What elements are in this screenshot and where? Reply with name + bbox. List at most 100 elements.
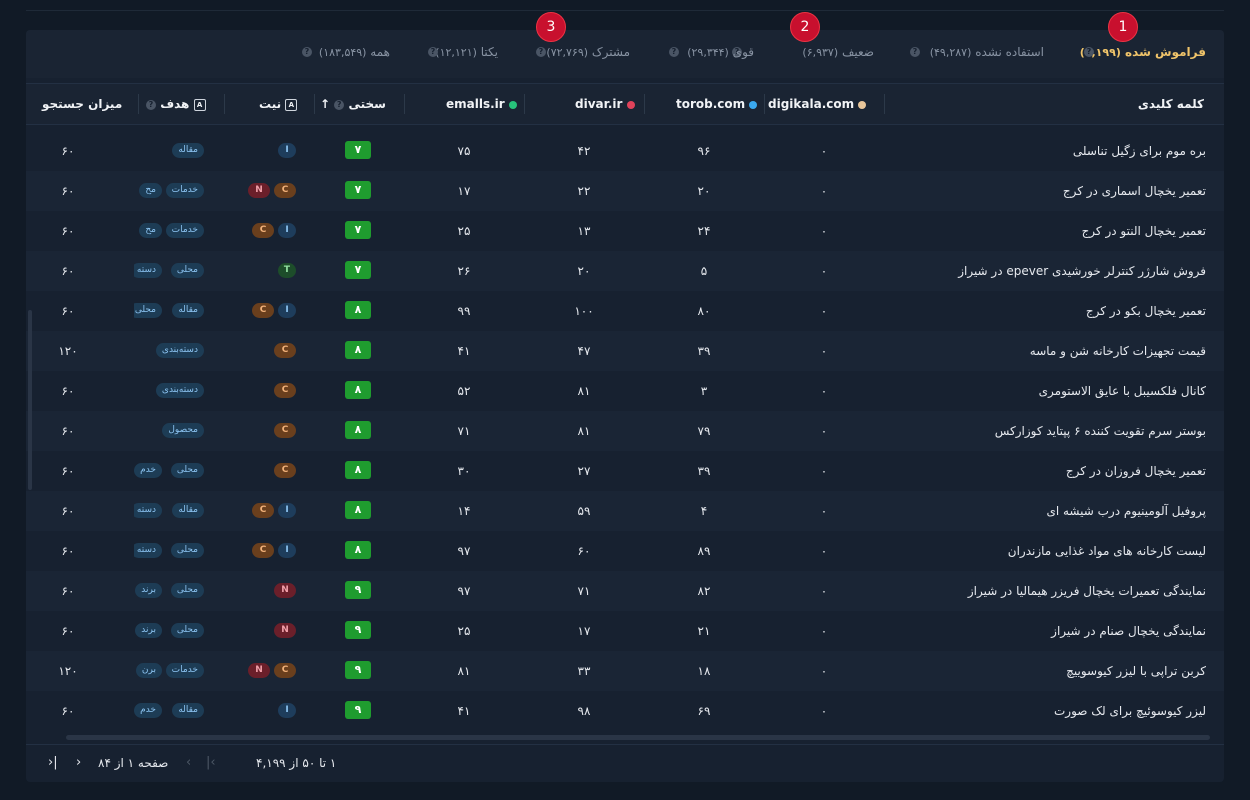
- tab-4[interactable]: مشترک (۷۲,۷۶۹): [546, 45, 630, 59]
- help-icon[interactable]: ?: [669, 47, 679, 57]
- keyword-cell[interactable]: کربن تراپی با لیزر کیوسوییچ: [1066, 664, 1206, 678]
- difficulty-badge: ۹: [345, 581, 371, 599]
- keyword-cell[interactable]: لیست کارخانه های مواد غذایی مازندران: [1007, 544, 1206, 558]
- column-volume[interactable]: میزان جستجو: [42, 97, 122, 111]
- column-separator: [224, 94, 225, 114]
- intent-filter-icon[interactable]: A: [285, 98, 298, 111]
- sort-asc-icon[interactable]: ↑: [320, 97, 331, 111]
- column-keyword[interactable]: کلمه کلیدی: [1138, 97, 1204, 111]
- page-label: صفحه ۱ از ۸۴: [98, 756, 169, 770]
- column-emalls[interactable]: emalls.ir: [446, 97, 517, 111]
- first-page-icon[interactable]: |‹: [206, 755, 216, 770]
- last-page-icon[interactable]: ›|: [48, 755, 58, 770]
- keyword-cell[interactable]: تعمیر یخچال اسماری در کرج: [1062, 184, 1206, 198]
- keyword-cell[interactable]: قیمت تجهیزات کارخانه شن و ماسه: [1029, 344, 1206, 358]
- goal-pill: مح: [139, 223, 162, 238]
- torob-rank: ۱۸: [697, 664, 711, 678]
- keyword-cell[interactable]: بوستر سرم تقویت کننده ۶ پپتاید کوزارکس: [994, 424, 1206, 438]
- emalls-rank: ۱۷: [457, 184, 471, 198]
- help-icon[interactable]: ?: [146, 99, 156, 110]
- tab-count: (۴۹,۲۸۷): [929, 46, 972, 59]
- keyword-cell[interactable]: نمایندگی تعمیرات یخچال فریزر هیمالیا در …: [967, 584, 1206, 598]
- annotation-badge: 1: [1108, 12, 1138, 42]
- keyword-cell[interactable]: تعمیر یخچال النتو در کرج: [1081, 224, 1206, 238]
- search-volume: ۶۰: [61, 504, 75, 518]
- digikala-rank: ۰: [820, 544, 828, 558]
- table-row[interactable]: پروفیل آلومینیوم درب شیشه ای ۰ ۴ ۵۹ ۱۴ ۸ I C مقا…: [26, 491, 1224, 532]
- emalls-rank: ۹۹: [457, 304, 471, 318]
- help-icon[interactable]: ?: [1084, 47, 1094, 57]
- help-icon[interactable]: ?: [302, 47, 312, 57]
- torob-rank: ۸۰: [697, 304, 711, 318]
- tab-2[interactable]: ضعیف (۶,۹۳۷): [802, 45, 874, 59]
- keyword-cell[interactable]: تعمیر یخچال بکو در کرج: [1085, 304, 1206, 318]
- goal-filter-icon[interactable]: A: [193, 98, 206, 111]
- table-row[interactable]: بره موم برای زگیل تناسلی ۰ ۹۶ ۴۲ ۷۵ ۷ I مقاله ۶۰: [26, 131, 1224, 172]
- tab-5[interactable]: یکتا (۱۲,۱۲۱): [435, 45, 498, 59]
- keyword-cell[interactable]: لیزر کیوسوئیچ برای لک صورت: [1053, 704, 1206, 718]
- emalls-dot-icon: [508, 100, 517, 109]
- keyword-cell[interactable]: فروش شارژر کنترلر خورشیدی epever در شیرا…: [958, 264, 1206, 278]
- horizontal-scrollbar[interactable]: [66, 735, 1210, 740]
- column-divar[interactable]: divar.ir: [575, 97, 635, 111]
- emalls-rank: ۹۷: [457, 584, 471, 598]
- digikala-rank: ۰: [820, 264, 828, 278]
- table-row[interactable]: تعمیر یخچال اسماری در کرج ۰ ۲۰ ۲۲ ۱۷ ۷ C N خدمات…: [26, 171, 1224, 212]
- digikala-rank: ۰: [820, 624, 828, 638]
- table-row[interactable]: نمایندگی تعمیرات یخچال فریزر هیمالیا در …: [26, 571, 1224, 612]
- help-icon[interactable]: ?: [732, 47, 742, 57]
- tab-6[interactable]: همه (۱۸۳,۵۴۹): [319, 45, 390, 59]
- tab-count: (۶,۹۳۷): [802, 46, 839, 59]
- table-row[interactable]: کربن تراپی با لیزر کیوسوییچ ۰ ۱۸ ۳۳ ۸۱ ۹ C N خدم…: [26, 651, 1224, 692]
- table-row[interactable]: تعمیر یخچال النتو در کرج ۰ ۲۴ ۱۳ ۲۵ ۷ I C خدمات م…: [26, 211, 1224, 252]
- goal-pill: محلی: [134, 303, 162, 318]
- top-divider: [26, 10, 1224, 11]
- divar-rank: ۴۲: [577, 144, 591, 158]
- emalls-rank: ۲۵: [457, 224, 471, 238]
- goal-pill: دسته: [134, 503, 162, 518]
- keyword-cell[interactable]: نمایندگی یخچال صنام در شیراز: [1051, 624, 1206, 638]
- intent-pill: C: [274, 463, 296, 478]
- goal-pill: برند: [135, 583, 162, 598]
- column-digikala[interactable]: digikala.com: [768, 97, 867, 111]
- table-row[interactable]: تعمیر یخچال بکو در کرج ۰ ۸۰ ۱۰۰ ۹۹ ۸ I C مقاله مح…: [26, 291, 1224, 332]
- column-goal[interactable]: ? هدف A: [146, 97, 206, 111]
- help-icon[interactable]: ?: [536, 47, 546, 57]
- table-row[interactable]: نمایندگی یخچال صنام در شیراز ۰ ۲۱ ۱۷ ۲۵ ۹ N محل…: [26, 611, 1224, 652]
- keyword-cell[interactable]: کانال فلکسیبل با عایق الاستومری: [1038, 384, 1206, 398]
- column-intent[interactable]: نیت A: [259, 97, 298, 111]
- tab-3[interactable]: قوی (۲۹,۳۴۴): [687, 45, 754, 59]
- table-row[interactable]: قیمت تجهیزات کارخانه شن و ماسه ۰ ۳۹ ۴۷ ۴۱ ۸ C د…: [26, 331, 1224, 372]
- goal-pill: مقاله: [172, 303, 204, 318]
- vertical-scrollbar[interactable]: [28, 310, 32, 490]
- difficulty-badge: ۹: [345, 701, 371, 719]
- tab-label: قوی: [732, 45, 754, 59]
- table-row[interactable]: تعمیر یخچال فروزان در کرج ۰ ۳۹ ۲۷ ۳۰ ۸ C محلی خد…: [26, 451, 1224, 492]
- keyword-cell[interactable]: تعمیر یخچال فروزان در کرج: [1065, 464, 1206, 478]
- tab-1[interactable]: استفاده نشده (۴۹,۲۸۷): [930, 45, 1044, 59]
- help-icon[interactable]: ?: [334, 99, 345, 110]
- table-row[interactable]: بوستر سرم تقویت کننده ۶ پپتاید کوزارکس ۰ ۷…: [26, 411, 1224, 452]
- table-row[interactable]: کانال فلکسیبل با عایق الاستومری ۰ ۳ ۸۱ ۵۲ ۸ C د…: [26, 371, 1224, 412]
- difficulty-badge: ۸: [345, 501, 371, 519]
- column-torob[interactable]: torob.com: [676, 97, 758, 111]
- table-row[interactable]: فروش شارژر کنترلر خورشیدی epever در شیرا…: [26, 251, 1224, 292]
- prev-page-icon[interactable]: ‹: [186, 755, 192, 770]
- keyword-cell[interactable]: بره موم برای زگیل تناسلی: [1072, 144, 1206, 158]
- column-difficulty[interactable]: ↑ ? سختی: [320, 97, 386, 111]
- digikala-rank: ۰: [820, 664, 828, 678]
- table-row[interactable]: لیزر کیوسوئیچ برای لک صورت ۰ ۶۹ ۹۸ ۴۱ ۹ I مقاله…: [26, 691, 1224, 731]
- help-icon[interactable]: ?: [428, 47, 438, 57]
- keyword-cell[interactable]: پروفیل آلومینیوم درب شیشه ای: [1046, 504, 1206, 518]
- digikala-rank: ۰: [820, 464, 828, 478]
- tab-0[interactable]: فراموش شده (۴,۱۹۹): [1080, 45, 1206, 59]
- divar-rank: ۱۷: [577, 624, 591, 638]
- divar-rank: ۸۱: [577, 424, 591, 438]
- next-page-icon[interactable]: ›: [76, 755, 82, 770]
- digikala-rank: ۰: [820, 704, 828, 718]
- table-row[interactable]: لیست کارخانه های مواد غذایی مازندران ۰ ۸۹ ۶…: [26, 531, 1224, 572]
- search-volume: ۶۰: [61, 144, 75, 158]
- filter-tabs: فراموش شده (۴,۱۹۹)? استفاده نشده (۴۹,۲۸۷)…: [26, 30, 1224, 78]
- intent-pill: C: [274, 383, 296, 398]
- help-icon[interactable]: ?: [910, 47, 920, 57]
